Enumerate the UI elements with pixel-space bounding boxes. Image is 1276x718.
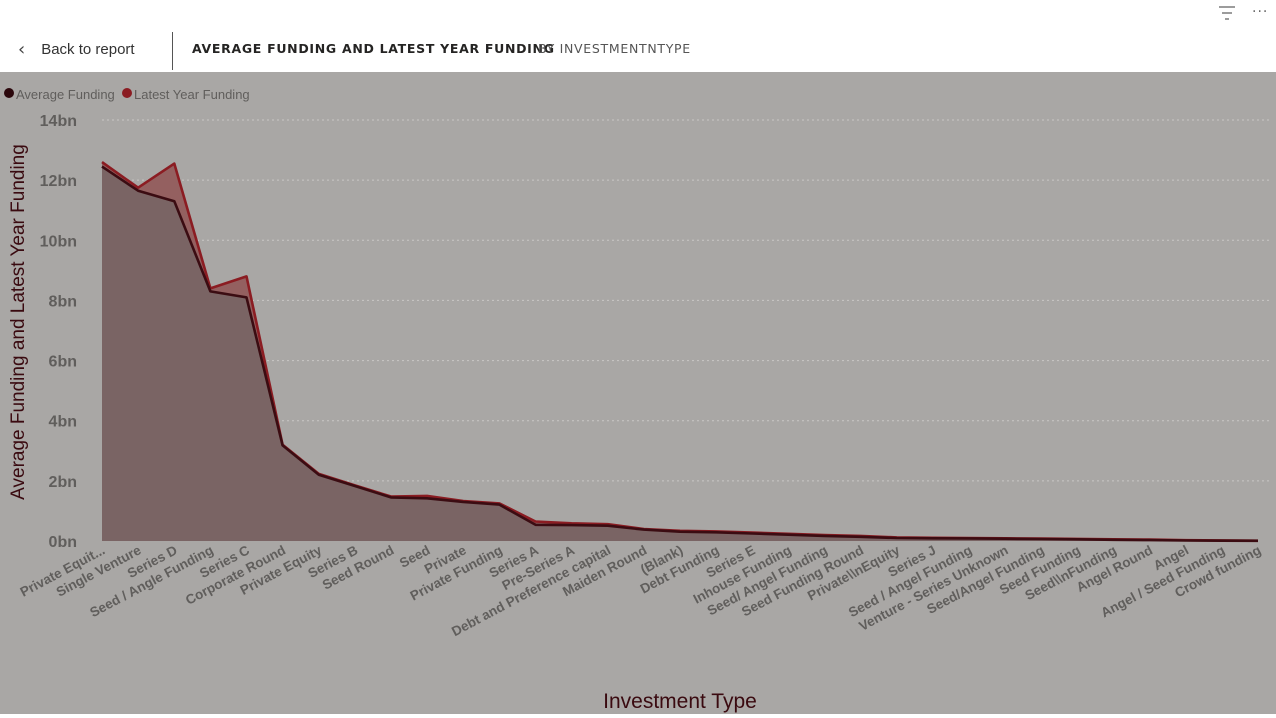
more-options-icon[interactable]: ··· xyxy=(1252,4,1269,20)
back-to-report-button[interactable]: ‹ Back to report xyxy=(18,36,135,62)
visual-subtitle: BY INVESTMENTNTYPE xyxy=(538,41,691,56)
back-to-report-label: Back to report xyxy=(41,40,135,58)
y-tick-label: 6bn xyxy=(49,354,77,371)
chart-legend: Average Funding Latest Year Funding xyxy=(4,87,250,102)
y-axis-title: Average Funding and Latest Year Funding xyxy=(8,144,29,500)
chevron-left-icon: ‹ xyxy=(18,38,26,60)
series-line-0[interactable] xyxy=(101,165,1259,543)
y-tick-label: 10bn xyxy=(40,233,77,250)
y-tick-label: 4bn xyxy=(49,414,77,431)
legend-marker xyxy=(122,88,132,98)
y-tick-label: 2bn xyxy=(49,474,77,491)
y-tick-label: 14bn xyxy=(40,113,77,130)
legend-item-1[interactable]: Latest Year Funding xyxy=(122,87,250,102)
legend-label: Average Funding xyxy=(16,87,115,102)
x-axis-title: Investment Type xyxy=(603,690,757,713)
area-chart: Average Funding Latest Year Funding Avera… xyxy=(4,87,1270,713)
filter-icon[interactable] xyxy=(1216,4,1238,22)
y-tick-label: 0bn xyxy=(49,534,77,551)
legend-marker xyxy=(4,88,14,98)
legend-label: Latest Year Funding xyxy=(134,87,250,102)
chart-area: Average Funding Latest Year Funding Avera… xyxy=(0,72,1276,714)
series-area-0 xyxy=(102,166,1258,541)
y-tick-label: 12bn xyxy=(40,173,77,190)
legend-item-0[interactable]: Average Funding xyxy=(4,87,115,102)
report-header: ··· ‹ Back to report AVERAGE FUNDING AND… xyxy=(0,0,1276,72)
y-tick-label: 8bn xyxy=(49,293,77,310)
header-divider xyxy=(172,32,173,70)
visual-title: AVERAGE FUNDING AND LATEST YEAR FUNDING xyxy=(192,41,555,56)
y-axis-ticks: 0bn 2bn 4bn 6bn 8bn 10bn 12bn 14bn xyxy=(40,113,77,551)
series-areas xyxy=(101,161,1259,543)
